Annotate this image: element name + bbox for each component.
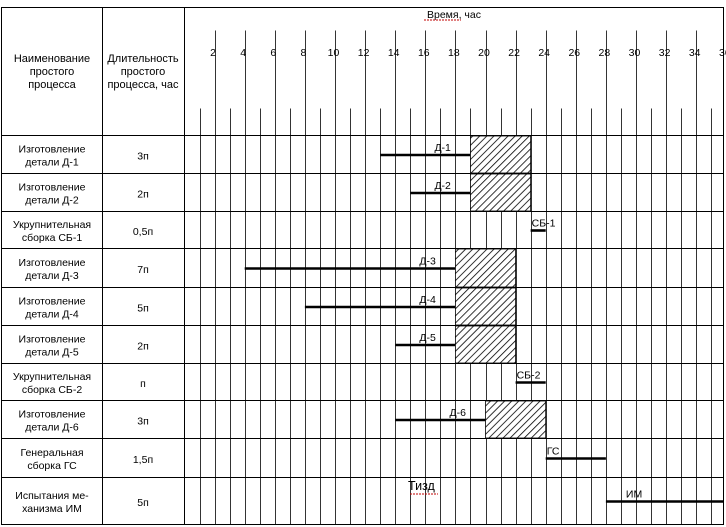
waiting-block [470, 135, 532, 174]
header-duration-line-3: процесса, час [107, 79, 179, 91]
process-name-line-1: Укрупнительная [13, 371, 91, 383]
process-duration: 5п [137, 497, 149, 509]
time-tick-label: 32 [659, 47, 671, 59]
time-tick-label: 6 [270, 47, 276, 59]
waiting-block [454, 325, 516, 364]
process-duration: 0,5п [133, 226, 153, 238]
waiting-block [485, 400, 547, 439]
waiting-block [454, 287, 516, 326]
process-bar-label: Д-1 [434, 142, 451, 154]
process-bar-label: Д-5 [419, 332, 436, 344]
table-frame [1, 7, 724, 525]
process-name-line-2: детали Д-6 [25, 422, 79, 434]
marker-label: Тизд [408, 479, 436, 493]
header-duration-line-2: простого [121, 66, 166, 78]
process-row: Испытания ме-ханизма ИМ 5п [15, 490, 148, 515]
process-duration: 7п [137, 264, 149, 276]
production-time-marker: Тизд [408, 479, 438, 495]
time-tick-label: 22 [508, 47, 520, 59]
process-name-line-2: сборка ГС [27, 460, 77, 472]
process-name-line-2: детали Д-1 [25, 157, 79, 169]
time-tick-label: 24 [538, 47, 550, 59]
process-name-line-1: Изготовление [19, 296, 86, 308]
process-bar-label: Д-4 [419, 294, 436, 306]
process-name-line-2: сборка СБ-1 [22, 232, 82, 244]
process-bar-label: Д-6 [450, 407, 467, 419]
time-tick-label: 36 [719, 47, 726, 59]
time-axis-title: Время, час [427, 9, 481, 21]
process-name-line-2: детали Д-5 [25, 347, 79, 359]
process-duration: 2п [137, 189, 149, 201]
process-bar-label: СБ-2 [517, 370, 541, 382]
process-name-line-2: ханизма ИМ [22, 503, 82, 515]
time-ticks: 24681012141618202224262830323436 [210, 47, 726, 59]
time-tick-label: 28 [599, 47, 611, 59]
process-duration: 1,5п [133, 454, 153, 466]
time-tick-label: 2 [210, 47, 216, 59]
process-name-line-1: Испытания ме- [15, 490, 89, 502]
process-bar-label: Д-2 [434, 180, 451, 192]
process-bar-label: Д-3 [419, 256, 436, 268]
process-name-line-2: детали Д-4 [25, 309, 79, 321]
header-name-line-3: процесса [28, 79, 76, 91]
time-tick-label: 20 [478, 47, 490, 59]
process-duration: 2п [137, 341, 149, 353]
time-tick-label: 12 [358, 47, 370, 59]
process-bars: Д-1 Д-2 СБ-1 Д-3 Д-4 Д-5 СБ-2 Д-6 ГС ИМ [244, 142, 724, 503]
process-duration: 3п [137, 416, 149, 428]
time-tick-label: 16 [418, 47, 430, 59]
waiting-block [454, 248, 516, 288]
time-tick-label: 10 [328, 47, 340, 59]
process-name-line-1: Изготовление [19, 182, 86, 194]
process-duration: 5п [137, 303, 149, 315]
process-name-line-1: Укрупнительная [13, 219, 91, 231]
process-name-line-1: Генеральная [20, 447, 83, 459]
process-duration: 3п [137, 151, 149, 163]
header-duration-line-1: Длительность [107, 53, 179, 65]
time-tick-label: 14 [388, 47, 400, 59]
process-name-line-1: Изготовление [19, 144, 86, 156]
time-tick-label: 8 [300, 47, 306, 59]
header-name-line-1: Наименование [14, 53, 90, 65]
header-name-line-2: простого [30, 66, 75, 78]
process-bar-label: ГС [547, 446, 560, 458]
process-name-line-2: детали Д-2 [25, 195, 79, 207]
waiting-block [470, 173, 532, 212]
time-tick-label: 18 [448, 47, 460, 59]
process-name-line-1: Изготовление [19, 334, 86, 346]
process-bar-label: ИМ [626, 489, 642, 501]
process-name-line-1: Изготовление [19, 409, 86, 421]
time-tick-label: 30 [629, 47, 641, 59]
process-duration: п [140, 378, 146, 390]
process-name-line-2: детали Д-3 [25, 270, 79, 282]
process-name-line-1: Изготовление [19, 257, 86, 269]
time-tick-label: 4 [240, 47, 246, 59]
time-tick-label: 34 [689, 47, 701, 59]
process-name-line-2: сборка СБ-2 [22, 384, 82, 396]
time-tick-label: 26 [568, 47, 580, 59]
process-bar-label: СБ-1 [532, 218, 556, 230]
